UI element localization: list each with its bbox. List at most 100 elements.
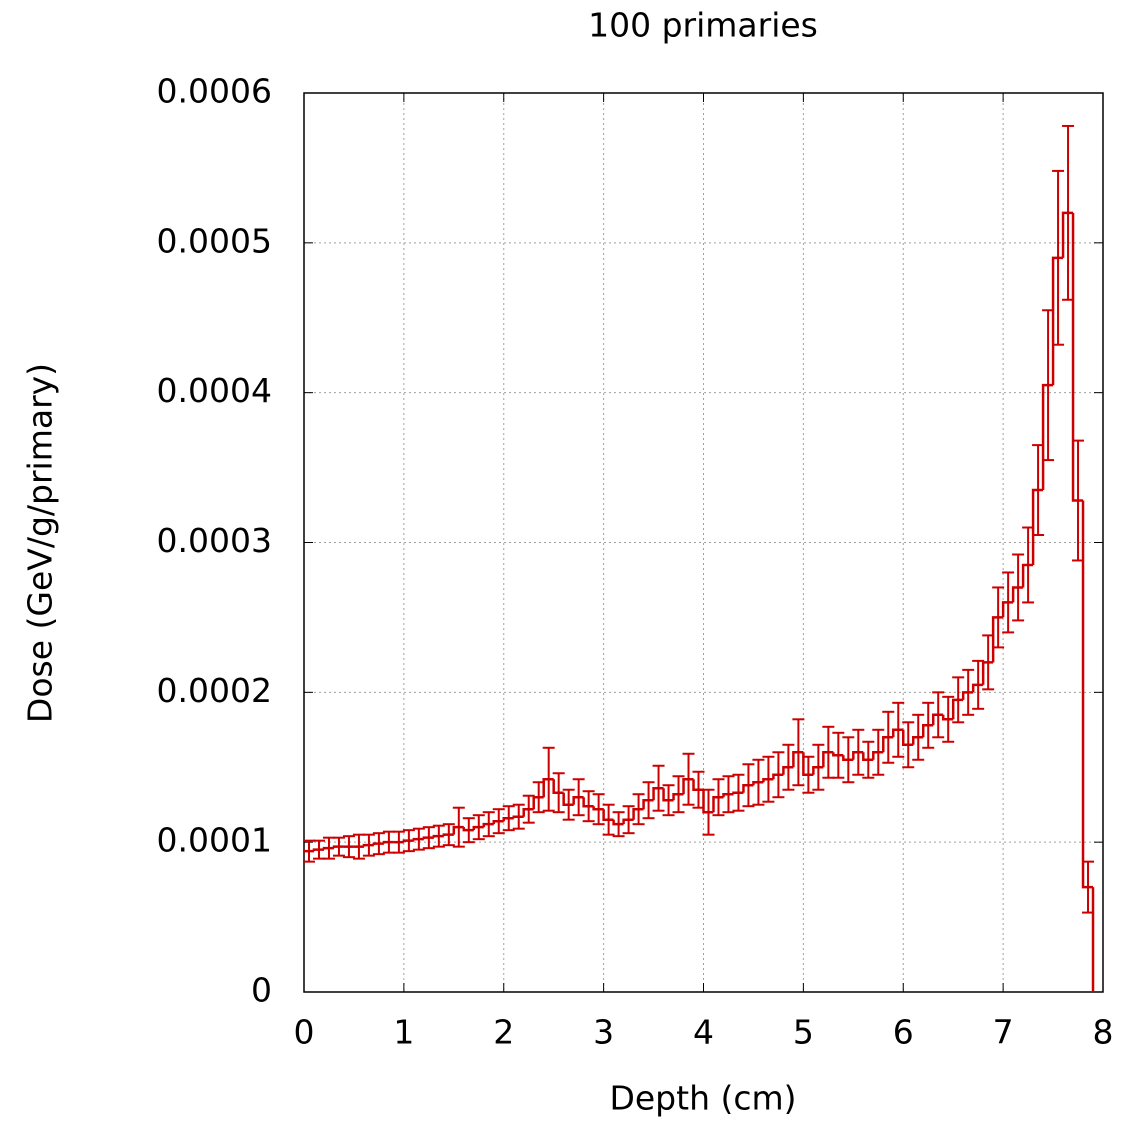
histogram-step	[802, 752, 814, 776]
histogram-step	[492, 819, 504, 825]
error-bar	[862, 740, 875, 779]
error-bar	[772, 751, 785, 799]
error-bar	[742, 763, 755, 808]
error-bar	[1012, 553, 1025, 622]
error-bar	[912, 713, 925, 761]
error-bar	[502, 805, 515, 832]
error-bar	[572, 778, 585, 817]
error-bar	[682, 752, 695, 806]
error-bar	[902, 721, 915, 769]
error-bar	[652, 764, 665, 812]
histogram-step	[662, 788, 674, 802]
histogram-step	[772, 773, 784, 780]
histogram-step	[712, 795, 724, 813]
histogram-step	[852, 751, 864, 760]
histogram-step	[1001, 601, 1014, 618]
x-tick-label: 3	[593, 1013, 614, 1052]
error-bar	[662, 784, 675, 817]
error-bar	[392, 830, 405, 854]
error-bar	[942, 695, 955, 743]
histogram-step	[1081, 500, 1094, 889]
histogram-step	[372, 842, 384, 846]
error-bar	[612, 811, 625, 838]
error-bar	[842, 736, 855, 784]
histogram-step	[542, 777, 554, 798]
histogram-step	[582, 797, 594, 808]
histogram-step	[642, 798, 654, 810]
error-bar	[732, 773, 745, 812]
histogram-step	[452, 825, 464, 835]
error-bar	[762, 755, 775, 803]
histogram-step	[842, 755, 854, 762]
error-bar	[932, 691, 945, 739]
histogram-step	[322, 846, 334, 850]
x-tick-label: 4	[693, 1013, 714, 1052]
histogram-step	[892, 728, 904, 738]
error-bar	[922, 701, 935, 749]
histogram-step	[941, 714, 954, 721]
error-bar	[412, 827, 425, 851]
error-bar	[1052, 169, 1065, 346]
error-bar	[832, 731, 845, 779]
y-axis-label: Dose (GeV/g/primary)	[21, 363, 60, 723]
histogram-step	[732, 791, 744, 795]
error-bar	[332, 836, 345, 857]
histogram-step	[562, 792, 574, 806]
error-bar	[852, 728, 865, 776]
error-bar	[812, 743, 825, 791]
error-bar	[702, 788, 715, 836]
y-tick-label: 0	[251, 971, 272, 1010]
error-bar	[992, 586, 1005, 649]
y-tick-label: 0.0002	[157, 671, 272, 710]
histogram-step	[532, 795, 544, 810]
histogram-step	[961, 691, 974, 700]
error-bar	[452, 806, 465, 848]
error-bar	[482, 811, 495, 838]
histogram-step	[1011, 586, 1024, 603]
error-bar	[432, 824, 445, 848]
histogram-step	[472, 825, 484, 831]
histogram-step	[782, 766, 794, 775]
y-tick-label: 0.0005	[157, 221, 272, 260]
histogram-step	[1071, 212, 1084, 502]
histogram-step	[872, 751, 884, 760]
chart-title: 100 primaries	[588, 6, 818, 45]
histogram-step	[422, 836, 434, 840]
histogram-step	[911, 736, 924, 745]
histogram-step	[592, 806, 604, 811]
histogram-step	[502, 816, 514, 822]
histogram-step	[632, 807, 644, 820]
histogram-step	[412, 837, 424, 841]
error-bar	[882, 710, 895, 764]
x-tick-label: 1	[393, 1013, 414, 1052]
x-tick-label: 5	[793, 1013, 814, 1052]
histogram-step	[1041, 383, 1054, 491]
x-axis-label: Depth (cm)	[609, 1079, 796, 1118]
histogram-step	[552, 779, 564, 794]
error-bar	[492, 808, 505, 835]
histogram-step	[1031, 488, 1044, 565]
error-bar	[672, 775, 685, 814]
histogram-step	[722, 792, 734, 798]
error-bar	[962, 668, 975, 716]
error-bar	[782, 743, 795, 791]
error-bar	[802, 755, 815, 794]
error-bar	[552, 772, 565, 814]
histogram-step	[442, 833, 454, 837]
error-bar	[442, 823, 455, 847]
x-tick-label: 8	[1093, 1013, 1114, 1052]
histogram-step	[832, 752, 844, 757]
histogram-step	[652, 786, 664, 801]
histogram-step	[882, 736, 894, 753]
x-tick-label: 2	[493, 1013, 514, 1052]
histogram-step	[682, 777, 694, 795]
error-bar	[372, 832, 385, 856]
histogram-step	[312, 848, 324, 852]
error-bar	[592, 793, 605, 826]
histogram-step	[812, 766, 824, 775]
histogram-step	[1021, 563, 1034, 588]
error-bar	[512, 803, 525, 830]
histogram-step	[931, 713, 944, 726]
histogram-step	[462, 827, 474, 832]
error-bar	[752, 758, 765, 806]
